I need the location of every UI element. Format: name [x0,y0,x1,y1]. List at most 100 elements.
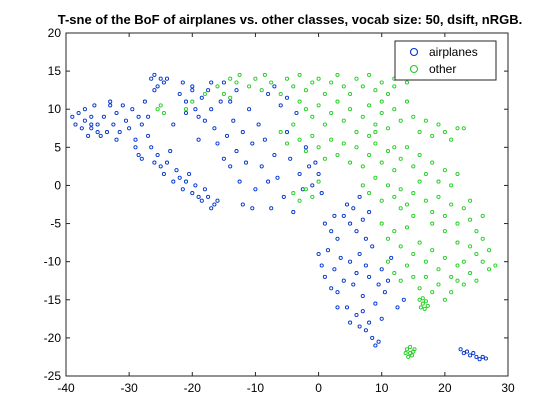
point-airplanes [136,114,141,119]
point-other [449,137,454,142]
point-airplanes [98,133,103,138]
point-other [385,236,391,241]
point-other [468,244,473,249]
point-other [436,179,441,184]
point-airplanes [382,290,387,295]
point-other [461,282,466,287]
point-airplanes [297,171,302,177]
point-airplanes [190,84,195,89]
point-airplanes [291,210,296,215]
point-airplanes [139,156,144,161]
point-airplanes [401,297,406,302]
point-airplanes [180,80,185,85]
point-other [411,114,416,119]
point-other [297,99,302,104]
y-tick-label: -15 [44,293,62,307]
point-other [335,72,340,77]
point-airplanes [278,103,283,108]
point-airplanes [370,244,375,249]
y-tick-label: -5 [50,217,61,231]
point-airplanes [234,149,239,154]
point-airplanes [221,156,226,161]
point-airplanes [196,114,201,119]
legend-marker-other [409,64,419,74]
x-tick-label: -30 [120,381,138,395]
x-tick-label: 20 [438,381,452,395]
point-airplanes [354,271,359,276]
point-airplanes [332,267,337,272]
point-other [253,76,258,81]
point-airplanes [461,351,466,356]
point-airplanes [348,221,353,226]
point-other [411,164,416,169]
point-other [461,259,466,264]
point-other [237,72,242,77]
point-other [403,351,408,356]
point-other [455,278,460,283]
point-airplanes [483,356,488,361]
point-other [430,248,435,253]
point-airplanes [373,343,378,348]
data-points [70,72,498,362]
point-other [455,171,460,177]
point-airplanes [259,164,264,169]
point-airplanes [250,141,255,146]
point-airplanes [344,202,350,207]
point-other [221,91,226,97]
point-other [297,72,302,77]
point-other [348,107,353,112]
point-airplanes [367,274,372,279]
point-other [449,290,454,295]
x-tick-label: -10 [247,381,265,395]
point-other [392,194,397,199]
chart-title: T-sne of the BoF of airplanes vs. other … [58,12,523,27]
point-airplanes [360,217,365,222]
point-airplanes [183,179,189,184]
point-other [442,168,447,173]
point-airplanes [471,351,476,356]
point-other [442,229,447,234]
point-other [455,263,460,268]
point-other [155,107,160,112]
point-airplanes [108,103,113,108]
point-other [392,229,397,234]
point-other [392,107,397,112]
point-airplanes [338,255,343,260]
point-airplanes [155,84,160,89]
point-other [269,80,274,85]
point-other [373,175,378,180]
point-other [423,198,428,203]
point-airplanes [247,107,252,112]
point-other [379,110,384,116]
point-airplanes [250,206,255,211]
point-other [480,259,485,264]
point-other [373,122,378,127]
point-airplanes [458,347,463,352]
point-airplanes [209,206,214,211]
point-airplanes [89,122,94,127]
point-other [404,347,410,352]
point-airplanes [149,145,154,150]
point-other [468,217,473,222]
point-other [430,160,435,165]
point-airplanes [161,171,166,177]
point-airplanes [215,141,220,146]
point-airplanes [174,168,179,173]
point-other [412,347,417,352]
point-airplanes [89,114,94,119]
point-other [234,80,239,85]
point-other [247,84,252,89]
point-airplanes [240,202,245,207]
legend-marker-airplanes [409,47,419,57]
point-airplanes [480,354,485,359]
point-other [392,84,397,89]
point-airplanes [363,263,368,268]
point-airplanes [228,164,233,169]
y-tick-label: 0 [54,178,61,192]
y-tick-label: -20 [44,331,62,345]
point-airplanes [199,198,204,203]
point-other [360,164,365,169]
point-airplanes [70,114,75,119]
point-other [335,152,340,158]
point-other [367,191,372,196]
